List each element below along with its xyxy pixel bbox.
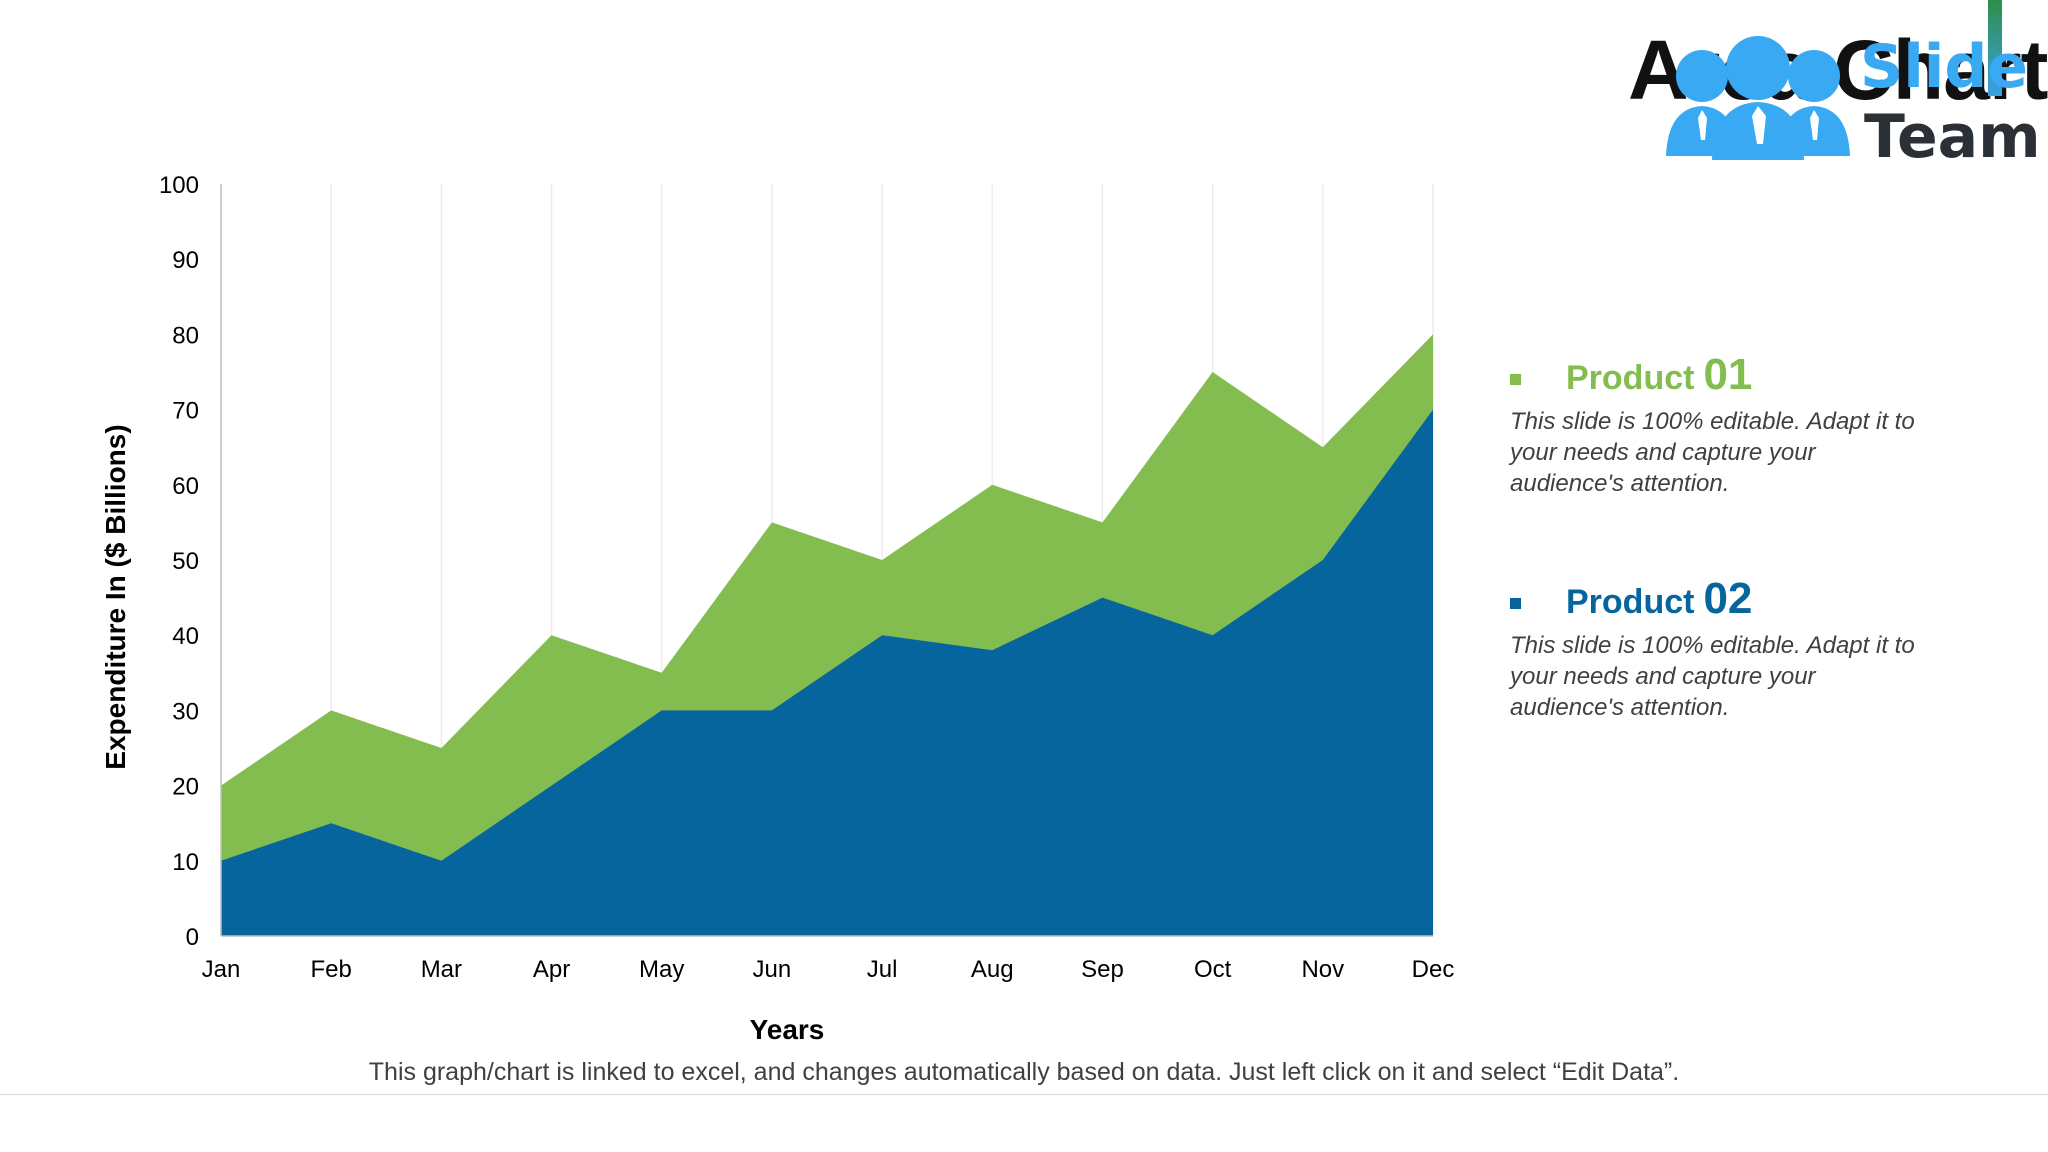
- x-tick-label-dec: Dec: [1412, 956, 1455, 983]
- y-tick-label: 10: [172, 849, 199, 876]
- bottom-divider: [0, 1094, 2048, 1095]
- y-tick-label: 20: [172, 774, 199, 801]
- legend-number: 01: [1703, 350, 1753, 399]
- y-tick-label: 70: [172, 398, 199, 425]
- y-tick-label: 60: [172, 473, 199, 500]
- logo-word-slide: Slide: [1860, 32, 2028, 102]
- y-tick-label: 80: [172, 322, 199, 349]
- x-tick-label-sep: Sep: [1081, 956, 1124, 983]
- logo-word-team: Team: [1864, 102, 2041, 172]
- y-tick-label: 90: [172, 247, 199, 274]
- people-icon: [1666, 36, 1850, 160]
- x-tick-label-mar: Mar: [421, 956, 462, 983]
- y-tick-label: 30: [172, 698, 199, 725]
- chart-areas: [221, 334, 1433, 937]
- y-axis-title: Expenditure In ($ Billions): [100, 424, 131, 769]
- x-tick-label-apr: Apr: [533, 956, 570, 983]
- x-tick-label-jan: Jan: [202, 956, 241, 983]
- footnote: This graph/chart is linked to excel, and…: [368, 1058, 1680, 1086]
- legend-product-02: Product 02 This slide is 100% editable. …: [1510, 574, 1940, 723]
- logo-accent-bar: [1988, 0, 2002, 96]
- chart-axes: [220, 184, 1433, 937]
- x-tick-label-nov: Nov: [1301, 956, 1344, 983]
- area-product-02[interactable]: [221, 409, 1433, 937]
- x-tick-label-feb: Feb: [311, 956, 352, 983]
- legend-description: This slide is 100% editable. Adapt it to…: [1510, 632, 1915, 721]
- slideteam-logo: Slide Team: [1660, 0, 2048, 174]
- legend-bullet-icon: [1510, 598, 1521, 609]
- x-tick-label-jun: Jun: [753, 956, 792, 983]
- legend-name: Product: [1566, 359, 1695, 397]
- legend-number: 02: [1703, 574, 1753, 623]
- legend-bullet-icon: [1510, 374, 1521, 385]
- y-tick-label: 50: [172, 548, 199, 575]
- y-tick-label: 0: [186, 924, 199, 951]
- x-tick-label-may: May: [639, 956, 684, 983]
- x-tick-label-aug: Aug: [971, 956, 1014, 983]
- legend-name: Product: [1566, 583, 1695, 621]
- x-tick-label-oct: Oct: [1194, 956, 1232, 983]
- legend-description: This slide is 100% editable. Adapt it to…: [1510, 408, 1915, 497]
- x-axis-title: Years: [750, 1014, 825, 1045]
- x-tick-labels: Jan Feb Mar Apr May Jun Jul Aug Sep Oct Nov Dec: [202, 956, 1455, 983]
- y-tick-label: 40: [172, 623, 199, 650]
- y-tick-label: 100: [159, 172, 199, 199]
- y-tick-labels: 0 10 20 30 40 50 60 70 80 90 100: [159, 172, 199, 951]
- x-tick-label-jul: Jul: [867, 956, 898, 983]
- legend-product-01: Product 01 This slide is 100% editable. …: [1510, 350, 1940, 499]
